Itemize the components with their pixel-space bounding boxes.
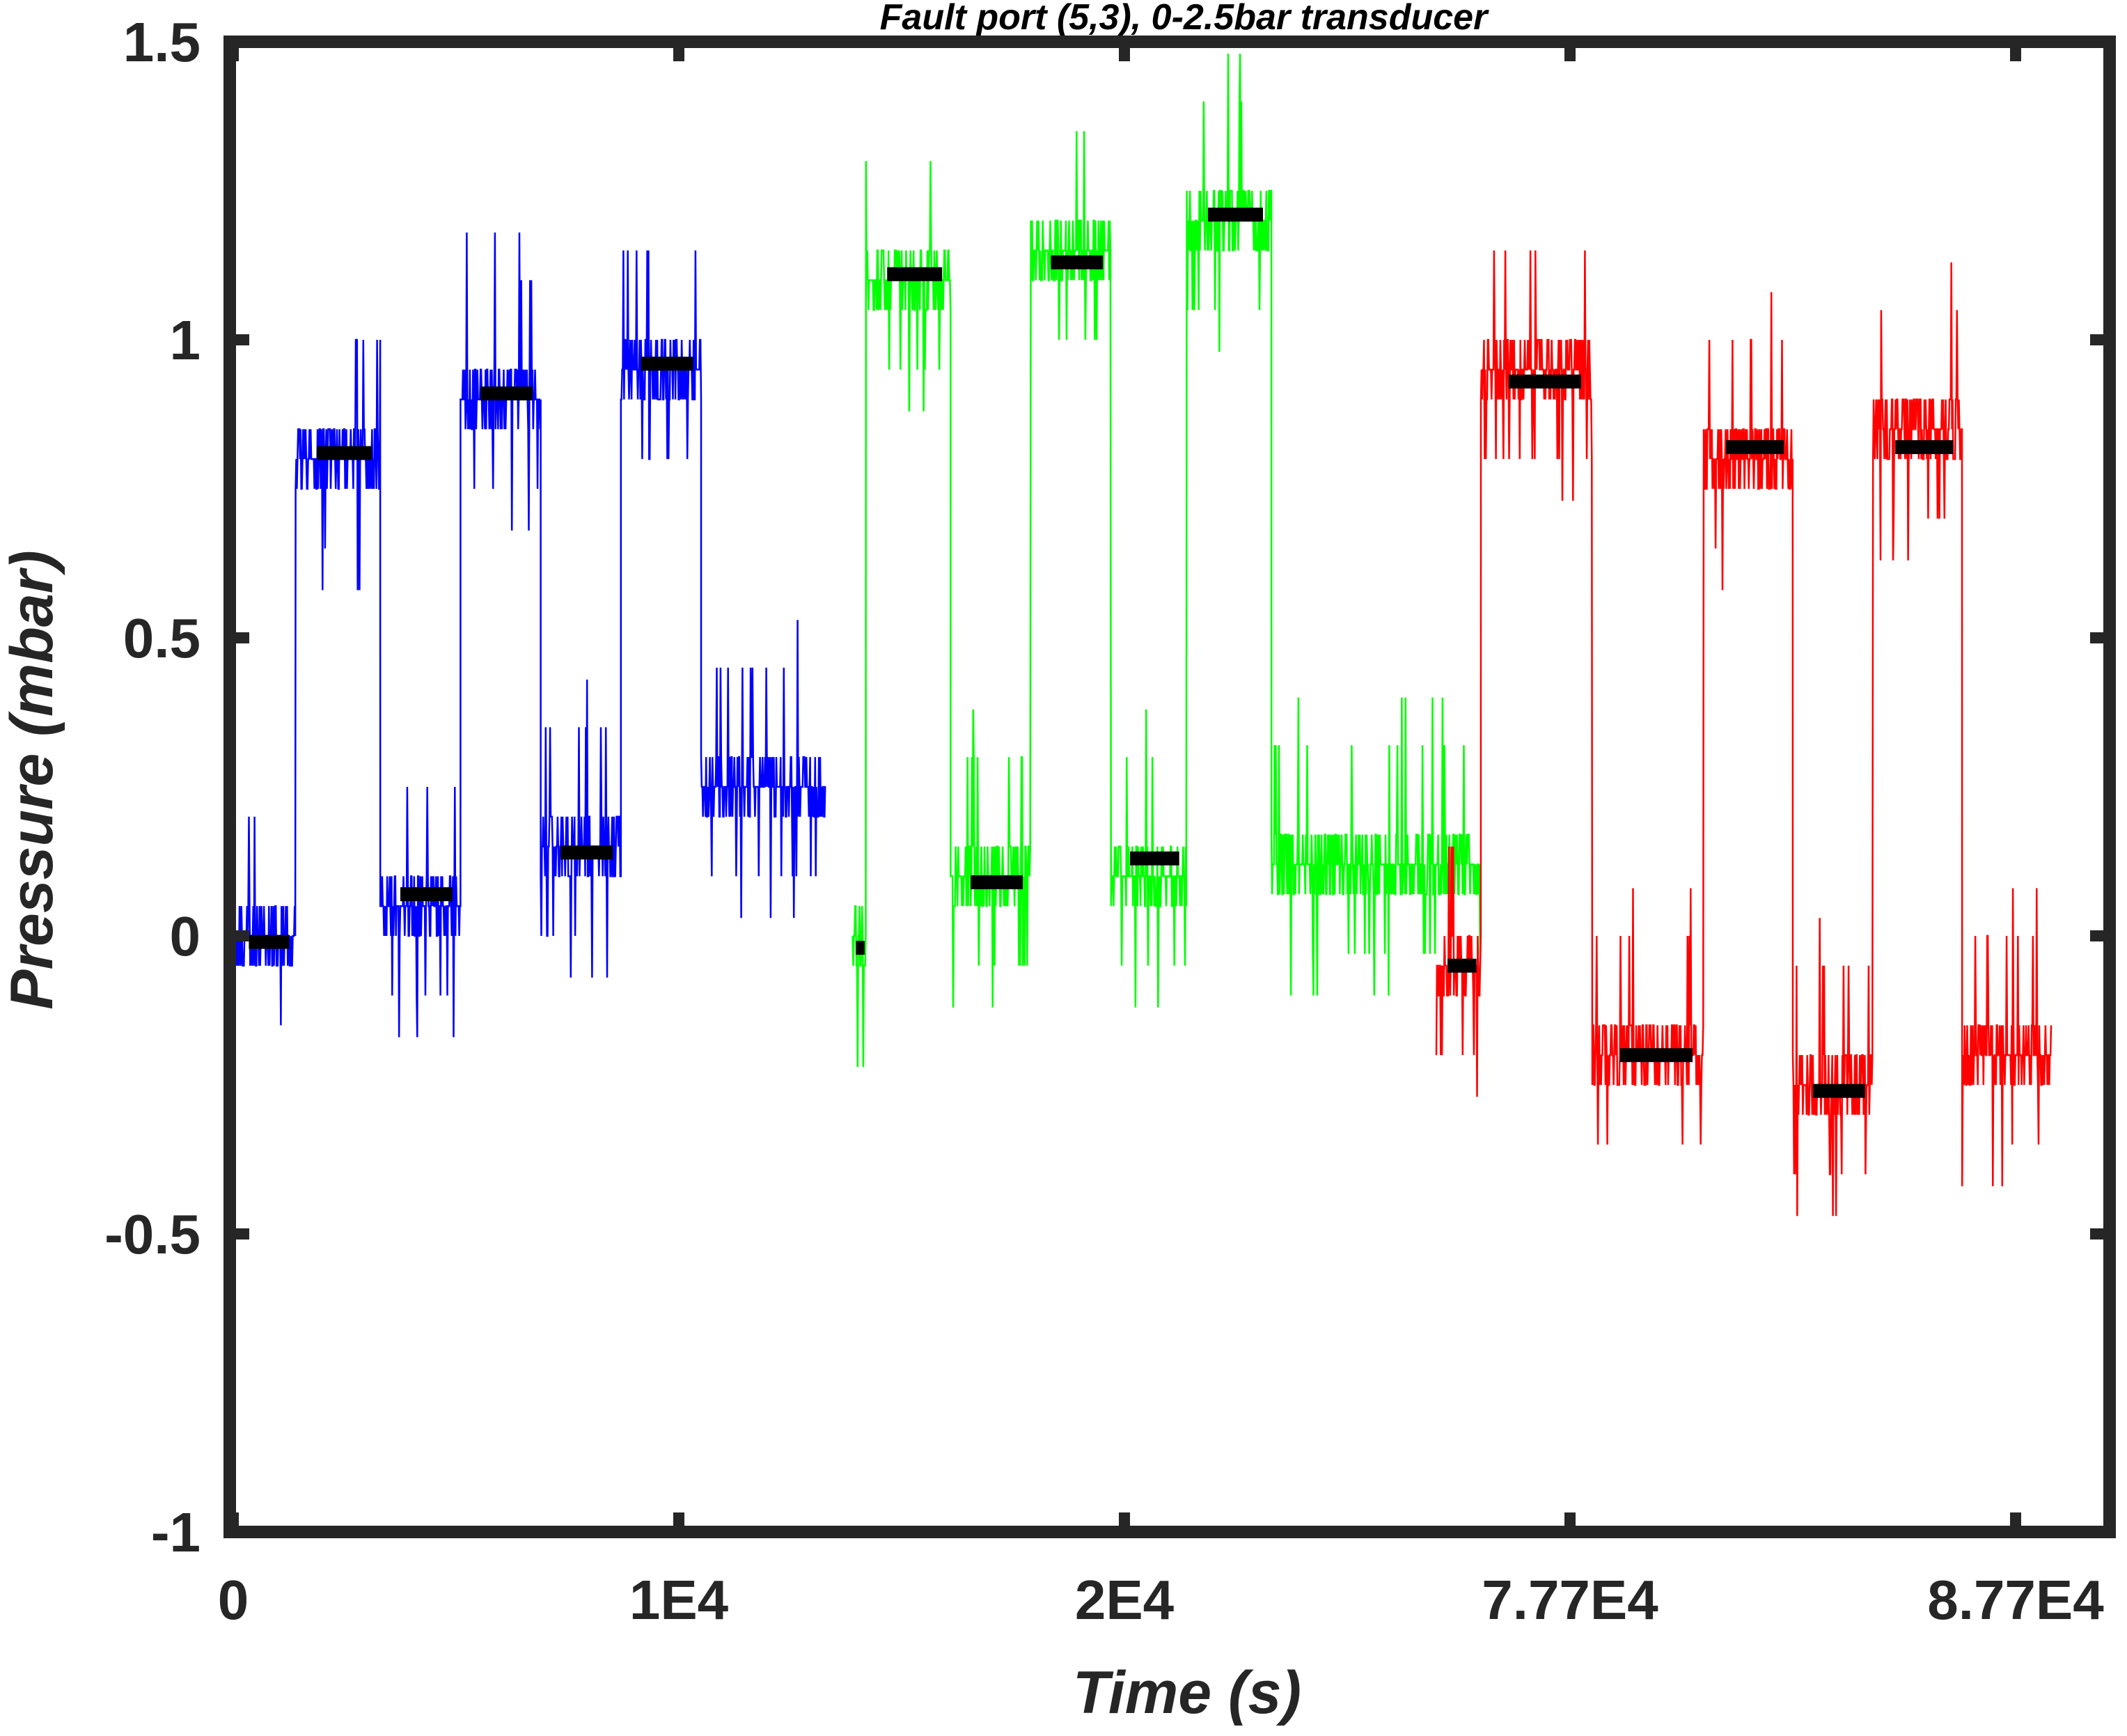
y-axis-title: Pressure (mbar) [0, 550, 65, 1010]
y-tick-label: -0.5 [104, 1203, 201, 1265]
series-layer [233, 54, 2053, 1217]
series-blue [233, 232, 826, 1038]
chart-title: Fault port (5,3), 0-2.5bar transducer [880, 0, 1489, 38]
series-line-green [851, 54, 1482, 1068]
y-tick-label: 1.5 [123, 11, 201, 73]
tick-marks [228, 36, 2110, 1538]
mean-markers [249, 208, 1954, 1098]
y-tick-label: 1 [170, 309, 201, 371]
x-tick-labels: 0 1E4 2E4 7.77E4 8.77E4 [218, 1569, 2105, 1631]
plot-frame [223, 36, 2116, 1538]
y-tick-label: -1 [151, 1501, 201, 1563]
series-green [851, 54, 1482, 1068]
x-axis-title: Time (s) [1073, 1659, 1301, 1726]
y-tick-label: 0 [170, 905, 201, 967]
x-tick-label: 7.77E4 [1482, 1569, 1658, 1631]
y-tick-label: 0.5 [123, 607, 201, 669]
x-tick-label: 1E4 [629, 1569, 729, 1631]
x-tick-label: 0 [218, 1569, 249, 1631]
series-line-red [1435, 250, 2053, 1217]
series-red [1435, 250, 2053, 1217]
series-line-blue [233, 232, 826, 1038]
y-tick-labels: 1.5 1 0.5 0 -0.5 -1 [104, 11, 201, 1563]
x-tick-label: 8.77E4 [1927, 1569, 2104, 1631]
x-tick-label: 2E4 [1075, 1569, 1175, 1631]
